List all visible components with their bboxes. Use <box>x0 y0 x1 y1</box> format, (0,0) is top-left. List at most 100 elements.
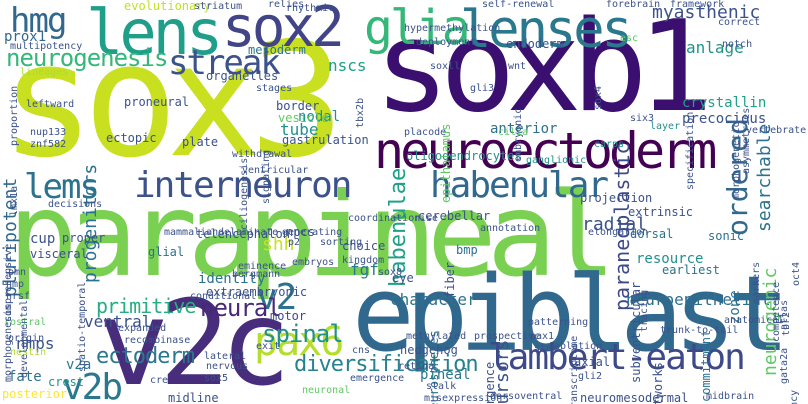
word: lateral <box>204 351 247 362</box>
word: evolutionary <box>124 0 211 13</box>
word: expanded <box>118 323 167 334</box>
word: diversification <box>294 352 479 377</box>
word: precocious <box>682 111 767 127</box>
word: self-renewal <box>482 0 555 10</box>
word: nscs <box>328 56 367 75</box>
word: choice <box>342 239 386 253</box>
word: placode <box>404 127 447 138</box>
word: streak <box>168 43 281 83</box>
word: correct <box>718 17 761 28</box>
word: shh <box>262 234 295 255</box>
word: decisions <box>48 199 103 210</box>
word: crystallin <box>682 95 767 111</box>
word: prox1 <box>4 29 47 45</box>
word: rhythmic <box>286 3 335 14</box>
word: nodal <box>298 109 341 125</box>
word: searchable <box>754 124 775 233</box>
word: morphogenetic <box>731 122 742 201</box>
word: v2c <box>98 274 291 404</box>
word: sorting <box>320 237 363 248</box>
word: recombinase <box>124 335 191 346</box>
word: v2 <box>256 277 297 318</box>
word: glial <box>148 245 185 259</box>
word: rise <box>414 213 439 224</box>
word: v2b <box>62 367 123 404</box>
word: eye <box>392 271 414 285</box>
word: tbx2b <box>355 98 366 129</box>
word: gli3 <box>470 83 495 94</box>
word: origin <box>8 333 45 344</box>
word: p2 <box>288 237 301 248</box>
word: nrsf <box>6 291 31 302</box>
word: stalk <box>426 381 457 392</box>
word: nmp <box>6 279 25 290</box>
word: forebrain <box>606 0 661 10</box>
word: retina <box>398 361 435 372</box>
word: posterior <box>2 387 68 401</box>
word: generating <box>282 227 343 238</box>
word: specification <box>685 112 696 191</box>
word: ventral <box>84 312 152 331</box>
word: pineal <box>420 367 471 383</box>
word: hmg <box>10 1 67 41</box>
word: bergmann <box>232 269 281 280</box>
word: dorsal <box>630 227 674 241</box>
word: spinal <box>262 320 344 348</box>
word: exit <box>256 341 281 352</box>
word: coordination <box>348 213 421 224</box>
word: markers <box>751 262 762 305</box>
word: interneuron <box>134 165 352 206</box>
word: ectopic <box>106 131 157 145</box>
word: character <box>390 290 477 309</box>
word: axial <box>574 355 611 369</box>
word: midline <box>168 391 219 404</box>
word: neurogenesis <box>6 44 168 72</box>
word: neuroepithelial <box>626 290 771 309</box>
word: soxb1 <box>374 0 713 140</box>
word: ablation <box>554 341 603 352</box>
word: multipotency <box>10 41 83 52</box>
word: esc <box>620 33 639 44</box>
word: resource <box>636 251 704 267</box>
word: lens <box>86 0 223 69</box>
word: tube <box>280 120 319 139</box>
word: stem <box>534 343 559 354</box>
word: neuroectoderm <box>374 122 717 180</box>
word: pax1 <box>530 331 555 342</box>
word: radial <box>582 214 648 235</box>
word: leftward <box>26 99 75 110</box>
word: gastrulation <box>282 133 369 147</box>
word: signaling <box>261 150 272 205</box>
word: pmn <box>8 267 27 278</box>
word: hedgehog <box>400 343 458 357</box>
word: anlage <box>686 38 744 57</box>
word: ventricular <box>242 165 309 176</box>
word: lems <box>24 167 100 207</box>
word: prospective <box>474 331 541 342</box>
word: oct4 <box>791 262 802 287</box>
word: znf582 <box>30 139 67 150</box>
word: mesoderm <box>248 43 306 57</box>
word: mammalian <box>164 227 219 238</box>
word: lenses <box>460 0 633 60</box>
word: epiblast <box>352 253 790 375</box>
word: crest <box>48 375 85 389</box>
word: withdrawal <box>232 149 293 160</box>
word: dorsoventral <box>490 391 563 402</box>
word: midbrain <box>706 391 755 402</box>
word: six3 <box>630 113 655 124</box>
word: vesicle <box>278 111 329 125</box>
word: plate <box>182 135 219 149</box>
word: motor <box>270 309 307 323</box>
word: ganglionic <box>526 155 587 166</box>
word: bmp <box>456 243 478 257</box>
word: deployment <box>416 37 477 48</box>
word: framework <box>670 0 725 10</box>
word: gli2 <box>578 371 603 382</box>
word: extrinsic <box>628 205 694 219</box>
word: myasthenic <box>652 2 761 23</box>
word: asymmetries <box>741 108 752 175</box>
word: ectoderm <box>96 344 195 369</box>
word: nmps <box>16 334 55 353</box>
word: nestin <box>10 347 47 358</box>
